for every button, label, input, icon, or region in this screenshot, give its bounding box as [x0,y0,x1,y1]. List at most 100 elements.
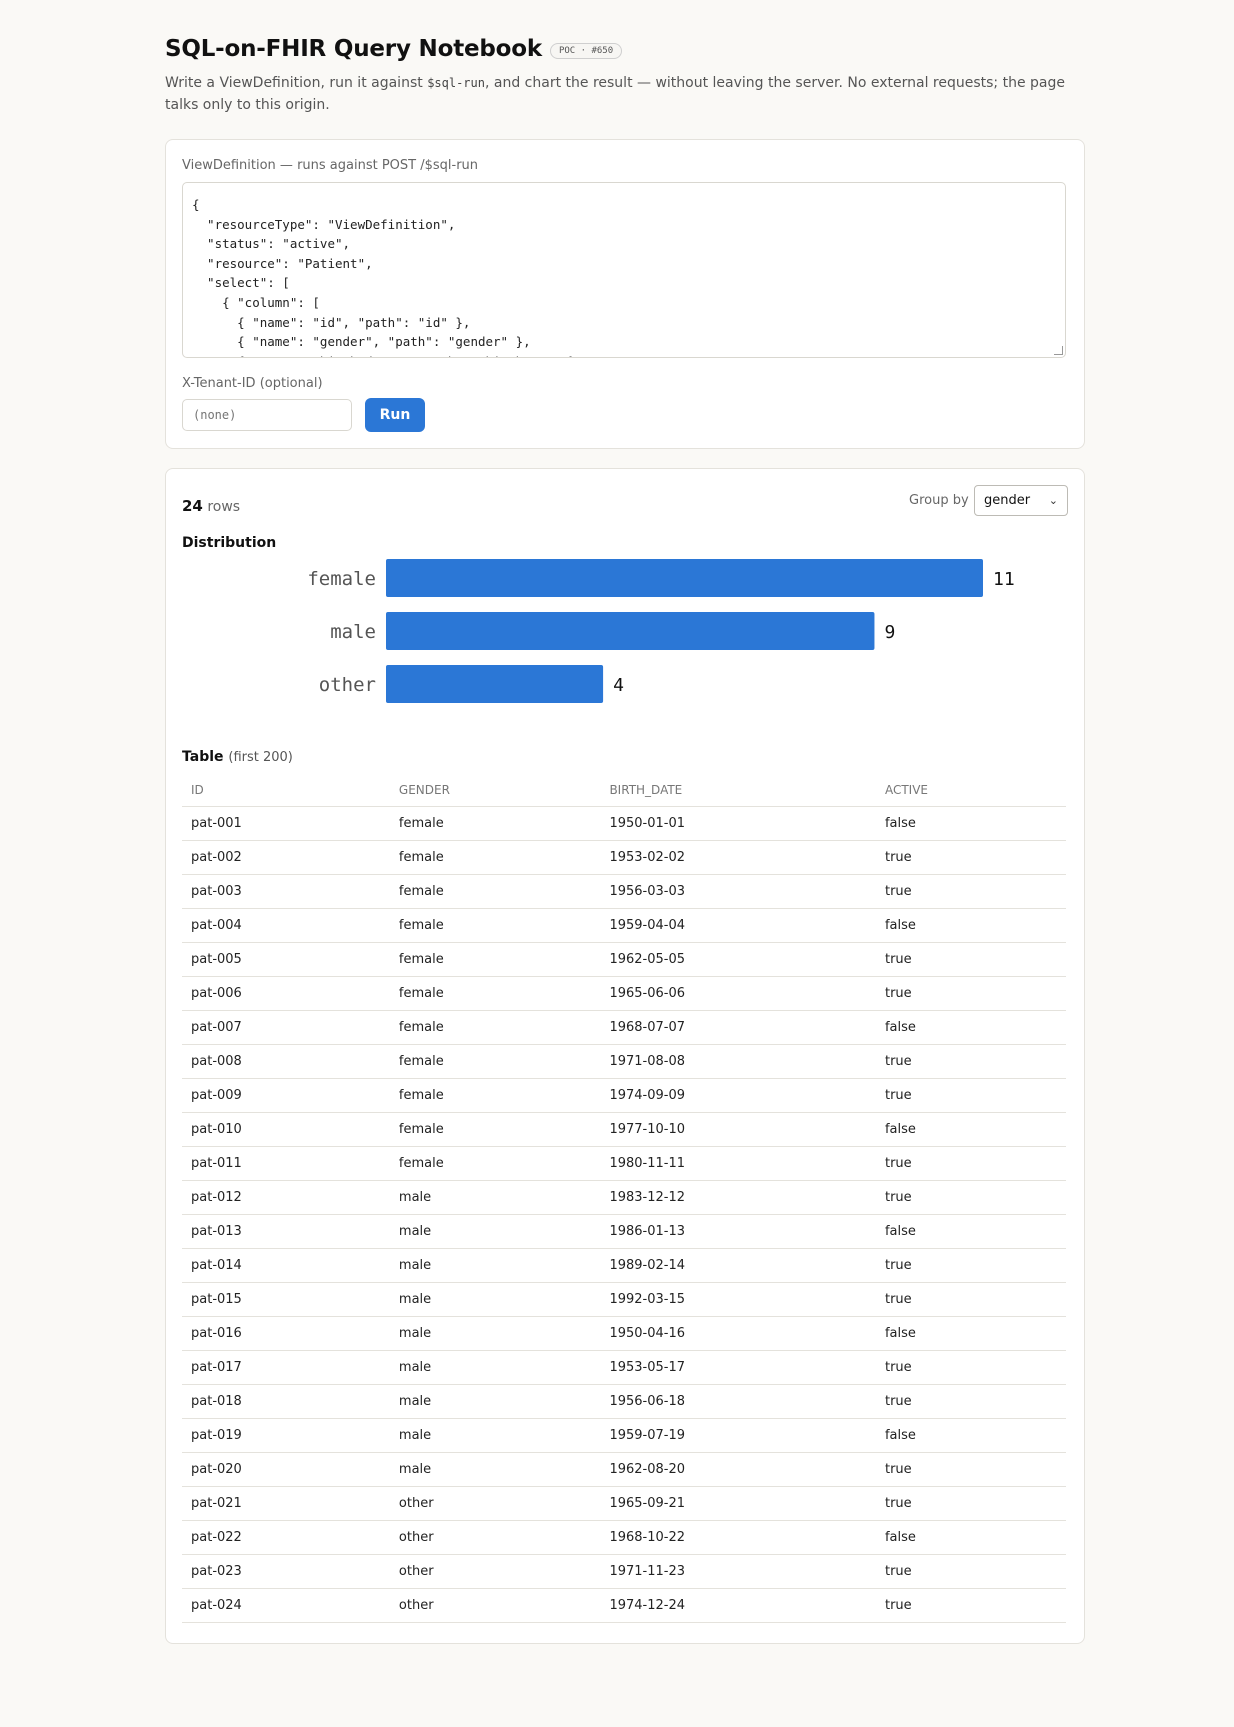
table-cell: female [389,1146,601,1181]
table-cell: false [875,1316,1066,1351]
row-count-label: rows [207,499,241,515]
table-cell: 1959-07-19 [600,1418,876,1453]
table-cell: 1950-01-01 [600,806,876,841]
tenant-label: X-Tenant-ID (optional) [182,376,323,391]
table-cell: male [389,1316,601,1351]
table-header-row: ID GENDER BIRTH_DATE ACTIVE [182,774,1066,807]
table-cell: male [389,1350,601,1385]
distribution-title: Distribution [182,535,277,551]
table-row: pat-018 male 1956-06-18 true [182,1384,1066,1419]
table-cell: female [389,942,601,977]
table-cell: pat-005 [182,942,390,977]
table-cell: 1965-06-06 [600,976,876,1011]
table-cell: 1980-11-11 [600,1146,876,1181]
table-cell: pat-020 [182,1452,390,1487]
table-row: pat-019 male 1959-07-19 false [182,1418,1066,1453]
table-cell: true [875,1146,1066,1181]
group-by-label: Group by [909,493,969,508]
table-row: pat-001 female 1950-01-01 false [182,806,1066,841]
table-cell: female [389,1010,601,1045]
table-row: pat-023 other 1971-11-23 true [182,1554,1066,1589]
table-row: pat-013 male 1986-01-13 false [182,1214,1066,1249]
distribution-chart: female 11 male 9 other 4 [307,559,1015,703]
table-cell: true [875,1044,1066,1079]
table-cell: 1983-12-12 [600,1180,876,1215]
bar-label: female [307,568,376,590]
table-row: pat-021 other 1965-09-21 true [182,1486,1066,1521]
table-cell: pat-014 [182,1248,390,1283]
table-cell: true [875,976,1066,1011]
viewdefinition-editor[interactable]: { "resourceType": "ViewDefinition", "sta… [182,182,1066,358]
table-cell: female [389,1044,601,1079]
table-cell: other [389,1520,601,1555]
table-cell: pat-017 [182,1350,390,1385]
table-cell: female [389,806,601,841]
row-count: 24 rows [182,497,240,515]
resize-handle-icon[interactable] [1054,346,1063,355]
table-cell: male [389,1180,601,1215]
table-cell: pat-007 [182,1010,390,1045]
table-body: pat-001 female 1950-01-01 false pat-002 femal… [182,806,1066,1623]
table-cell: pat-002 [182,840,390,875]
table-cell: pat-024 [182,1588,390,1623]
table-cell: false [875,1520,1066,1555]
run-button[interactable]: Run [365,398,425,432]
table-cell: true [875,1554,1066,1589]
tenant-id-input[interactable] [182,399,352,431]
table-cell: male [389,1452,601,1487]
table-cell: true [875,874,1066,909]
table-cell: pat-023 [182,1554,390,1589]
page-title: SQL-on-FHIR Query Notebook [165,36,542,62]
table-cell: 1974-09-09 [600,1078,876,1113]
page-header: SQL-on-FHIR Query Notebook POC · #650 [165,36,623,62]
table-cell: pat-013 [182,1214,390,1249]
column-header: GENDER [389,774,601,807]
table-cell: pat-012 [182,1180,390,1215]
table-cell: false [875,806,1066,841]
table-cell: true [875,942,1066,977]
table-cell: 1962-08-20 [600,1452,876,1487]
results-table: ID GENDER BIRTH_DATE ACTIVE pat-001 female 19… [182,774,1066,1623]
bar-value: 4 [613,675,624,696]
bar-male [386,612,875,650]
table-row: pat-011 female 1980-11-11 true [182,1146,1066,1181]
table-cell: 1989-02-14 [600,1248,876,1283]
table-cell: true [875,1248,1066,1283]
table-cell: male [389,1248,601,1283]
table-cell: true [875,1588,1066,1623]
table-cell: 1971-08-08 [600,1044,876,1079]
table-cell: pat-011 [182,1146,390,1181]
group-by-select[interactable]: gender ⌄ [974,485,1068,516]
table-row: pat-017 male 1953-05-17 true [182,1350,1066,1385]
table-cell: pat-018 [182,1384,390,1419]
results-card: 24 rows Group by gender ⌄ Distribution f… [165,468,1085,1644]
table-row: pat-008 female 1971-08-08 true [182,1044,1066,1079]
table-cell: pat-001 [182,806,390,841]
bar-female [386,559,983,597]
table-cell: true [875,1452,1066,1487]
table-cell: female [389,1112,601,1147]
table-cell: false [875,1010,1066,1045]
table-cell: true [875,1078,1066,1113]
table-cell: false [875,1214,1066,1249]
query-card: ViewDefinition — runs against POST /$sql… [165,139,1085,449]
bar-label: other [319,674,376,696]
table-cell: pat-008 [182,1044,390,1079]
table-row: pat-024 other 1974-12-24 true [182,1588,1066,1623]
poc-badge: POC · #650 [549,42,623,59]
table-cell: pat-006 [182,976,390,1011]
table-cell: pat-016 [182,1316,390,1351]
table-cell: female [389,976,601,1011]
row-count-value: 24 [182,497,203,515]
table-cell: pat-004 [182,908,390,943]
table-row: pat-007 female 1968-07-07 false [182,1010,1066,1045]
group-by-value: gender [984,493,1031,508]
table-cell: 1992-03-15 [600,1282,876,1317]
table-row: pat-020 male 1962-08-20 true [182,1452,1066,1487]
column-header: BIRTH_DATE [600,774,876,807]
table-cell: other [389,1588,601,1623]
table-cell: 1971-11-23 [600,1554,876,1589]
table-cell: false [875,1418,1066,1453]
viewdefinition-text[interactable]: { "resourceType": "ViewDefinition", "sta… [192,197,583,357]
table-cell: 1956-06-18 [600,1384,876,1419]
